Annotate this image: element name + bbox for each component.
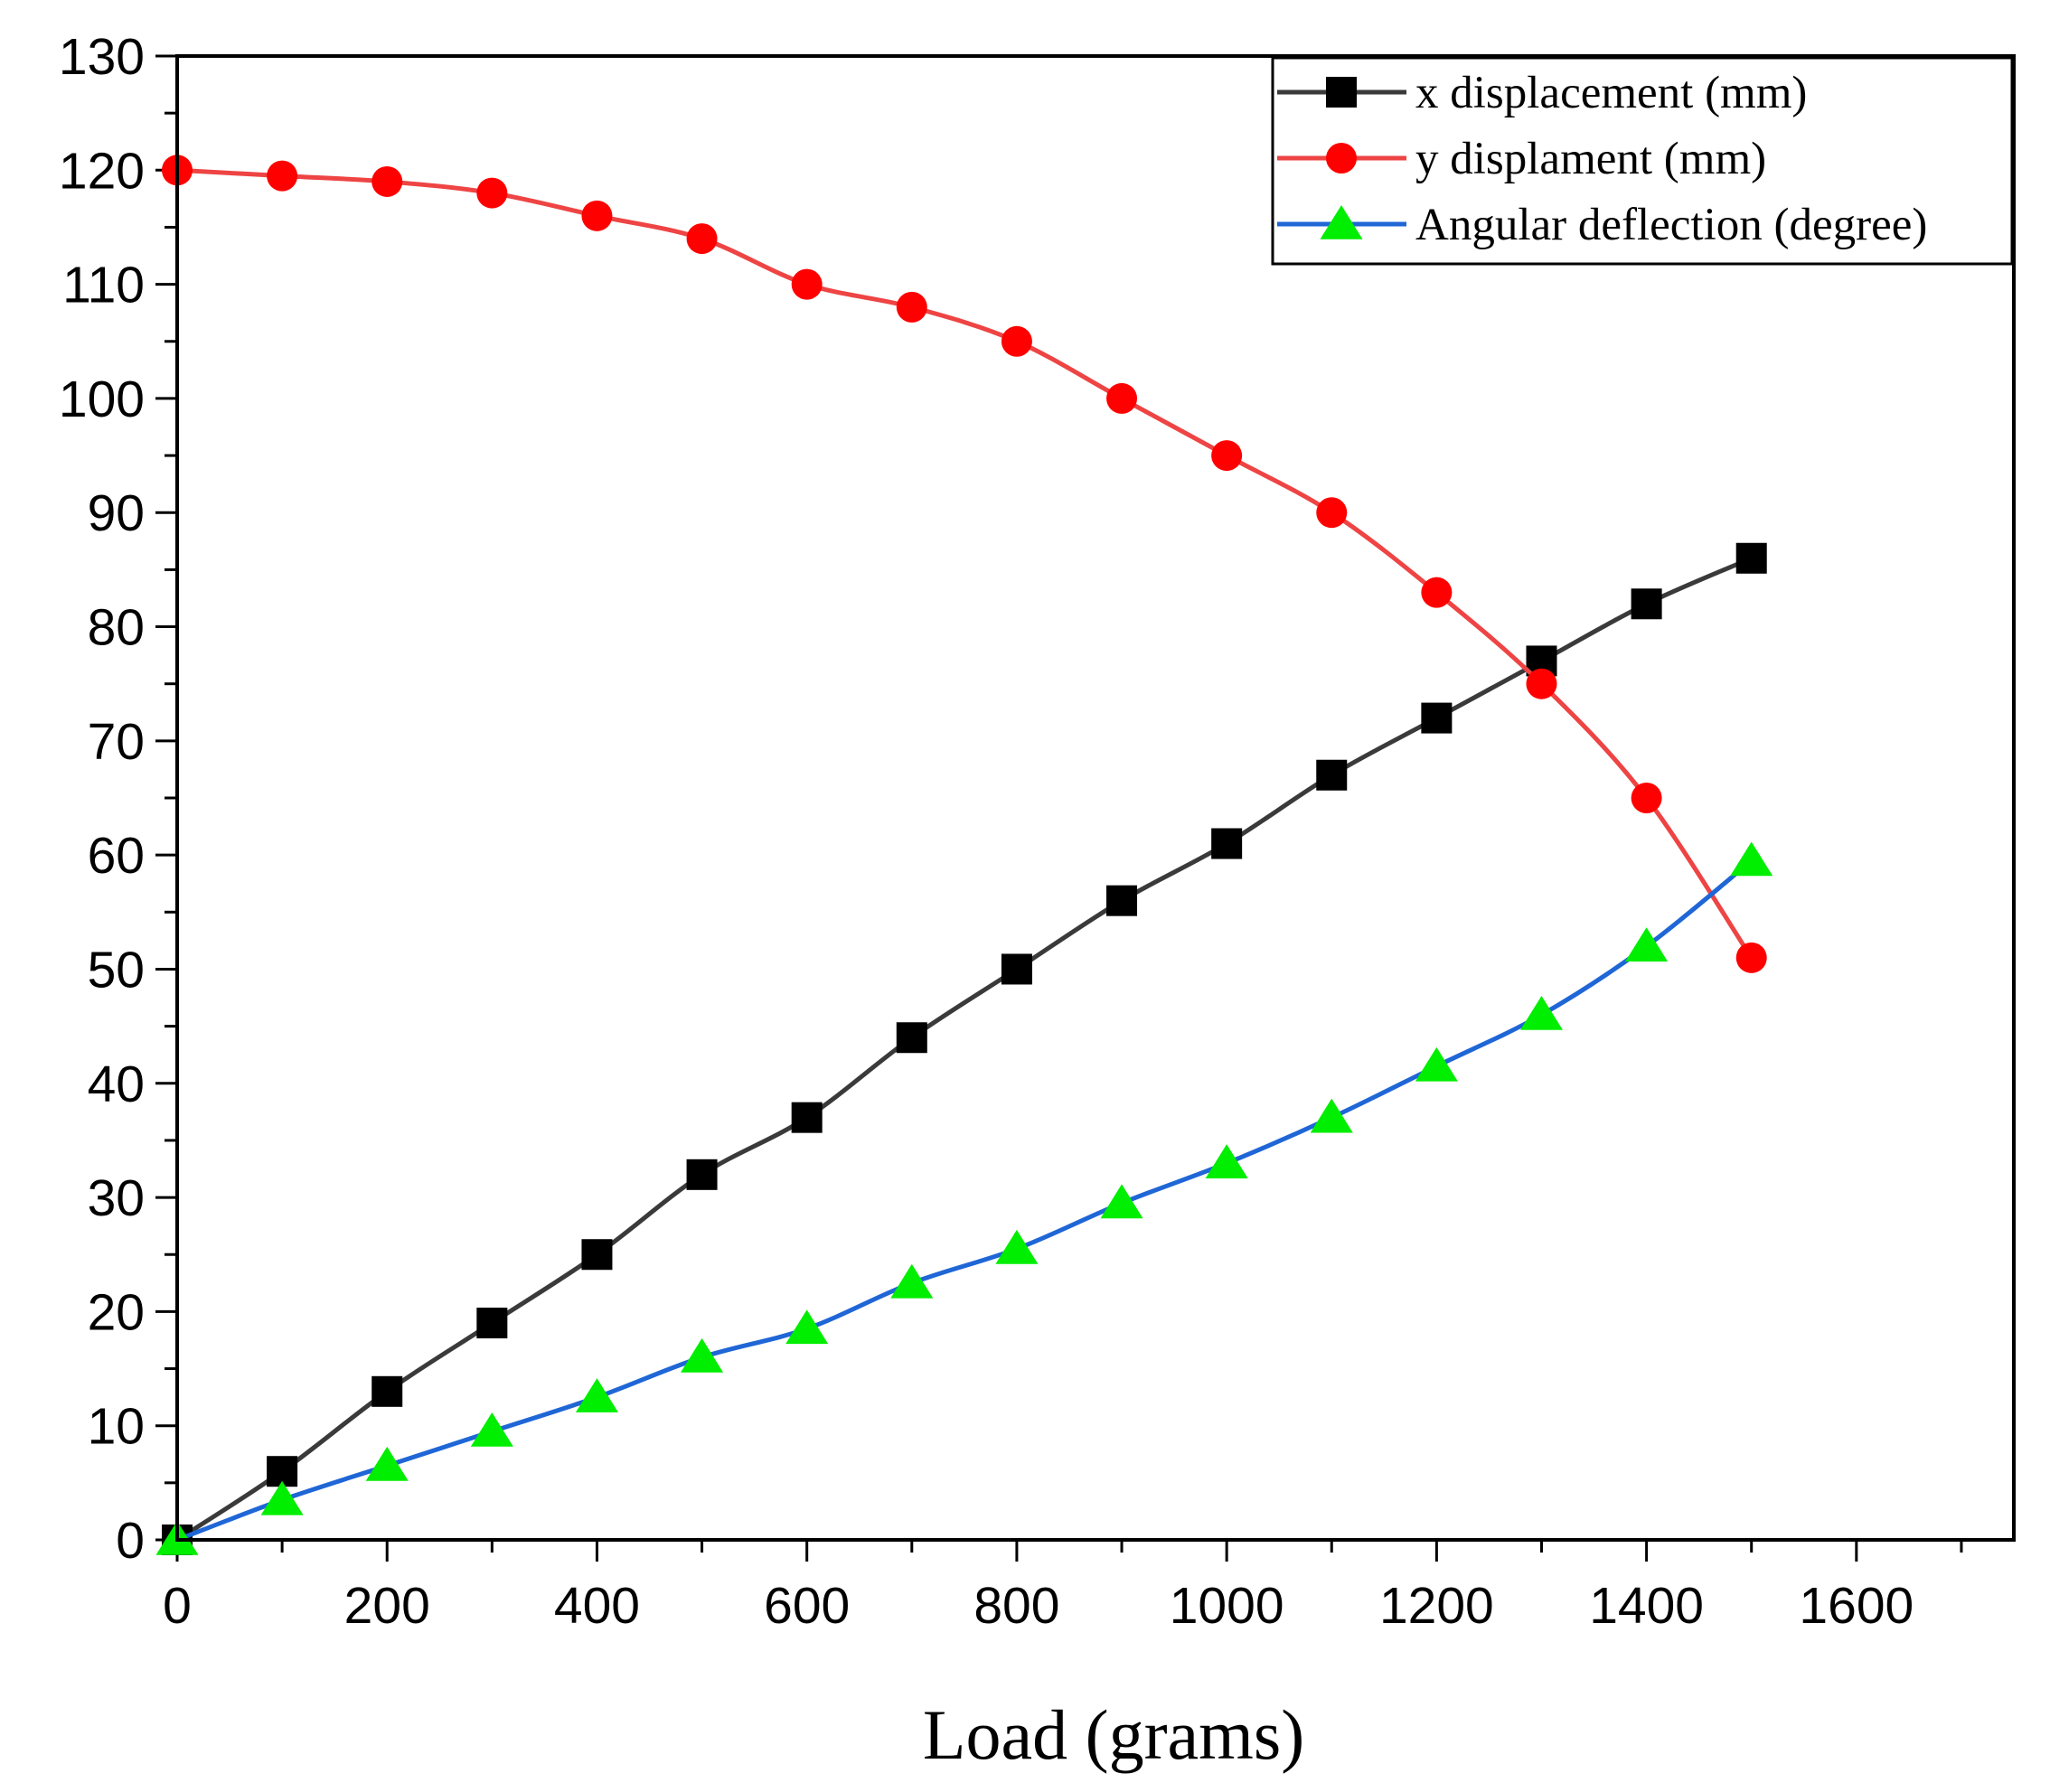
axis-ticks: [155, 54, 1963, 1562]
x-tick-label: 200: [344, 1577, 430, 1635]
data-point-circle: [1211, 440, 1243, 472]
data-point-circle: [1421, 577, 1453, 608]
data-point-square: [1211, 828, 1243, 859]
y-tick-label: 10: [88, 1398, 145, 1456]
data-point-square: [1316, 759, 1348, 791]
data-point-circle: [581, 200, 613, 231]
data-point-circle: [1001, 325, 1032, 357]
y-tick-label: 100: [59, 371, 145, 428]
data-point-circle: [1735, 942, 1767, 973]
data-point-circle: [371, 165, 403, 197]
data-point-square: [1001, 953, 1032, 985]
data-point-square: [1631, 588, 1662, 620]
x-tick-label: 0: [163, 1577, 192, 1635]
x-tick-label: 1600: [1799, 1577, 1914, 1635]
data-point-square: [1421, 702, 1453, 734]
x-tick-label: 1000: [1170, 1577, 1284, 1635]
data-point-square: [476, 1308, 508, 1339]
x-tick-label: 400: [554, 1577, 640, 1635]
data-point-circle: [1106, 382, 1138, 414]
data-point-circle: [1526, 668, 1557, 699]
legend: x displacement (mm) y displament (mm) Angu…: [1271, 56, 2014, 266]
data-point-square: [1106, 885, 1138, 916]
y-tick-label: 30: [88, 1169, 145, 1227]
data-point-square: [791, 1102, 823, 1133]
data-point-triangle: [1730, 841, 1773, 877]
y-tick-label: 80: [88, 599, 145, 657]
data-point-square: [371, 1375, 403, 1407]
data-point-triangle: [1100, 1184, 1143, 1219]
data-point-triangle: [995, 1229, 1039, 1264]
data-point-circle: [1631, 783, 1662, 813]
series-line: [176, 858, 1754, 1543]
legend-label: y displament (mm): [1415, 134, 1766, 184]
y-tick-label: 110: [62, 257, 145, 314]
data-series: [155, 155, 1773, 1555]
x-axis-title: Load (grams): [923, 1695, 1304, 1774]
legend-label: Angular deflection (degree): [1415, 200, 1927, 250]
y-tick-label: 60: [88, 827, 145, 885]
data-point-circle: [476, 177, 508, 209]
data-point-triangle: [575, 1378, 618, 1412]
x-tick-label: 1200: [1379, 1577, 1494, 1635]
legend-marker-circle: [1326, 143, 1357, 174]
data-point-circle: [791, 268, 823, 300]
data-point-square: [686, 1159, 718, 1190]
data-point-triangle: [260, 1480, 304, 1515]
data-point-triangle: [681, 1337, 724, 1373]
data-point-triangle: [470, 1412, 513, 1447]
data-point-square: [896, 1022, 927, 1054]
data-point-triangle: [785, 1309, 829, 1345]
series-circle: [162, 155, 1767, 973]
data-point-triangle: [1310, 1098, 1353, 1133]
y-tick-label: 40: [88, 1055, 145, 1113]
data-point-triangle: [1415, 1046, 1458, 1082]
y-tick-label: 50: [88, 941, 145, 999]
y-tick-label: 20: [88, 1283, 145, 1341]
data-point-triangle: [1625, 927, 1669, 962]
y-tick-label: 120: [59, 142, 145, 200]
y-tick-label: 70: [88, 713, 145, 771]
data-point-triangle: [890, 1263, 934, 1299]
data-point-square: [581, 1239, 613, 1271]
data-point-triangle: [1519, 995, 1564, 1030]
y-tick-label: 90: [88, 484, 145, 542]
data-point-circle: [267, 160, 298, 192]
data-point-triangle: [365, 1446, 409, 1481]
data-point-circle: [686, 223, 718, 255]
legend-marker-square: [1326, 77, 1357, 108]
series-triangle: [155, 841, 1773, 1555]
plot-area-frame: [175, 54, 2016, 1542]
data-point-circle: [1316, 497, 1348, 529]
legend-marker-triangle: [1320, 205, 1363, 239]
series-line: [175, 556, 1753, 1543]
data-point-square: [1735, 542, 1767, 574]
legend-label: x displacement (mm): [1415, 68, 1807, 118]
x-tick-label: 800: [973, 1577, 1059, 1635]
y-tick-label: 130: [59, 28, 145, 86]
data-point-circle: [896, 291, 927, 323]
tick-labels: 0 200 400 600 800 1000 1200 1400 1600 0 10 20 30 40 50…: [59, 28, 1914, 1635]
data-point-triangle: [1205, 1144, 1248, 1178]
x-tick-label: 1400: [1589, 1577, 1704, 1635]
y-tick-label: 0: [116, 1512, 145, 1570]
x-tick-label: 600: [764, 1577, 850, 1635]
